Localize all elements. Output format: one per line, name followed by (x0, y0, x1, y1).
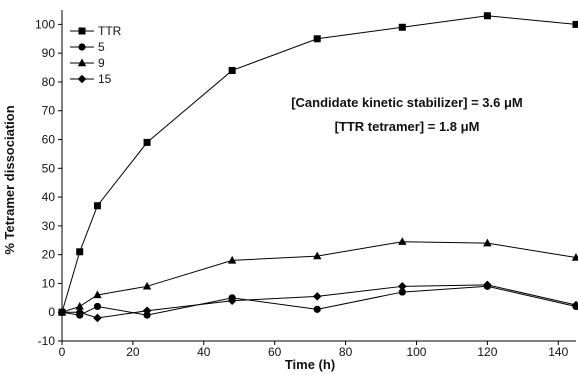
data-point (57, 307, 67, 317)
y-tick-label: 30 (42, 219, 56, 233)
y-tick-label: 20 (42, 248, 56, 262)
legend-item: TTR (70, 24, 122, 38)
data-point (313, 305, 321, 313)
y-tick-label: 10 (42, 276, 56, 290)
data-point (572, 20, 578, 28)
y-tick-label: 50 (42, 161, 56, 175)
legend-label: 15 (98, 72, 112, 86)
data-point (571, 300, 578, 310)
data-point (93, 313, 102, 323)
y-tick-label: -10 (38, 334, 56, 348)
legend-item: 15 (70, 72, 112, 86)
y-tick-label: 90 (42, 46, 56, 60)
x-tick-label: 80 (339, 345, 353, 359)
x-tick-label: 0 (59, 345, 66, 359)
legend-label: 9 (98, 56, 105, 70)
data-point (398, 282, 407, 291)
legend-item: 5 (70, 40, 105, 54)
data-point (483, 238, 492, 247)
x-axis-title: Time (h) (285, 357, 335, 372)
series-15 (57, 280, 578, 323)
data-point (483, 12, 491, 20)
legend-item: 9 (70, 56, 105, 70)
axes (61, 10, 576, 342)
y-tick-label: 100 (35, 17, 55, 31)
data-point (313, 35, 321, 43)
x-tick-label: 100 (406, 345, 426, 359)
y-tick-label: 60 (42, 133, 56, 147)
legend-label: 5 (98, 40, 105, 54)
legend-marker (77, 58, 87, 67)
x-tick-label: 120 (477, 345, 497, 359)
x-tick-label: 140 (548, 345, 568, 359)
data-point (75, 301, 84, 310)
data-point (75, 307, 85, 317)
series-9 (57, 237, 578, 316)
legend-marker (78, 43, 86, 51)
legend-label: TTR (98, 24, 122, 38)
legend-marker (78, 27, 86, 35)
data-point (142, 281, 152, 290)
series-line (61, 241, 577, 313)
data-point (571, 253, 578, 261)
series-layer (57, 12, 578, 323)
data-point (143, 138, 151, 146)
data-point (76, 248, 84, 256)
y-tick-label: 40 (42, 190, 56, 204)
data-point (227, 255, 237, 264)
data-point (483, 280, 492, 290)
x-tick-label: 40 (197, 345, 211, 359)
y-tick-label: 0 (48, 305, 55, 319)
data-point (227, 296, 237, 306)
data-point (228, 66, 236, 74)
data-point (398, 237, 407, 245)
y-tick-label: 80 (42, 75, 56, 89)
data-point (93, 302, 102, 311)
series-line (62, 284, 577, 319)
data-point (398, 288, 406, 296)
y-tick-label: 70 (42, 104, 56, 118)
data-point (142, 306, 152, 316)
data-point (93, 290, 102, 299)
series-TTR (58, 12, 578, 316)
legend: TTR 5 9 15 (70, 24, 122, 86)
annotation-stabilizer: [Candidate kinetic stabilizer] = 3.6 μM (291, 95, 523, 110)
y-axis-title: % Tetramer dissociation (2, 105, 17, 254)
legend-marker (77, 74, 87, 84)
data-point (398, 23, 406, 31)
x-tick-label: 60 (268, 345, 282, 359)
annotation-tetramer: [TTR tetramer] = 1.8 μM (335, 119, 480, 134)
data-point (313, 251, 322, 260)
data-point (312, 292, 322, 301)
series-line (61, 15, 577, 313)
data-point (93, 202, 101, 210)
x-tick-label: 20 (126, 345, 140, 359)
data-point (143, 311, 151, 319)
